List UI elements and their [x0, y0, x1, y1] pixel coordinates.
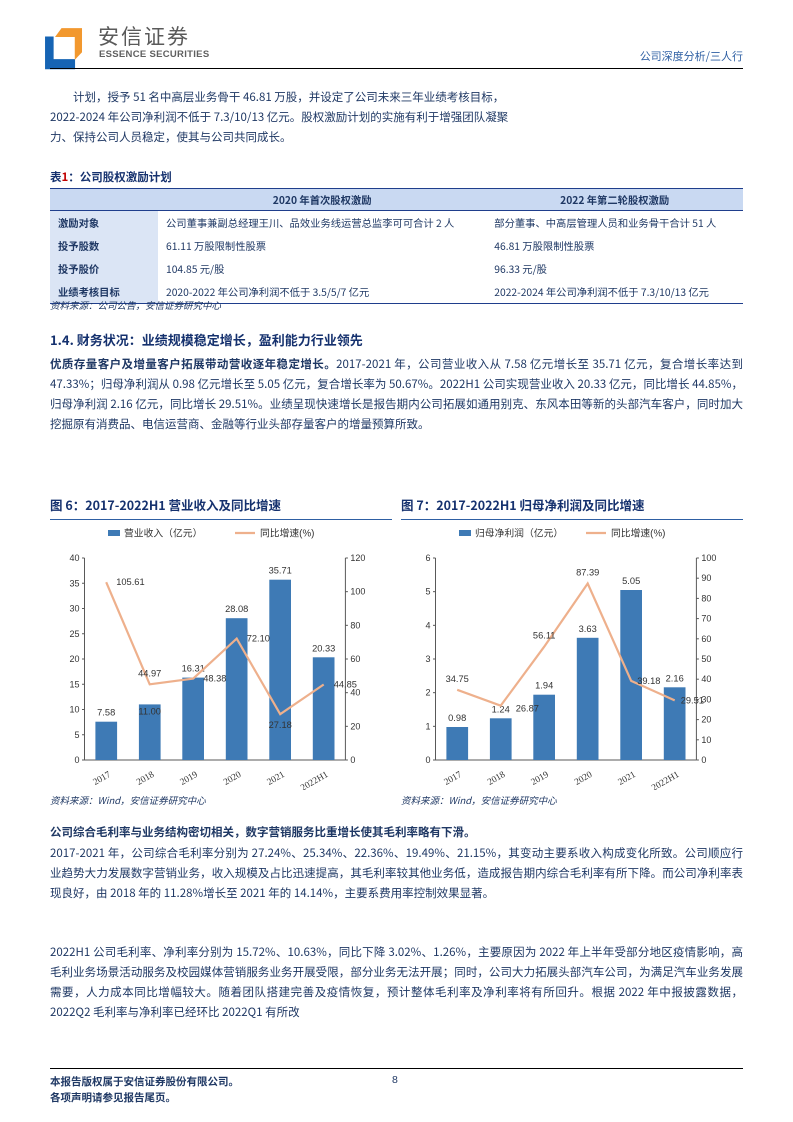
svg-text:30: 30: [69, 604, 79, 614]
svg-text:2.16: 2.16: [666, 673, 684, 683]
svg-text:5: 5: [74, 730, 79, 740]
svg-text:3.63: 3.63: [579, 624, 597, 634]
svg-text:1.94: 1.94: [535, 681, 553, 691]
svg-text:26.87: 26.87: [516, 704, 539, 714]
svg-text:80: 80: [701, 593, 711, 603]
svg-text:0: 0: [74, 755, 79, 765]
svg-text:60: 60: [701, 634, 711, 644]
svg-text:20.33: 20.33: [312, 643, 335, 653]
svg-text:60: 60: [350, 654, 360, 664]
svg-text:100: 100: [350, 587, 365, 597]
svg-text:87.39: 87.39: [576, 568, 599, 578]
svg-text:2017: 2017: [92, 770, 113, 788]
svg-text:2020: 2020: [573, 770, 594, 788]
svg-text:营业收入（亿元）: 营业收入（亿元）: [124, 527, 202, 540]
svg-text:100: 100: [701, 553, 716, 563]
svg-text:50: 50: [701, 654, 711, 664]
svg-text:3: 3: [425, 654, 430, 664]
svg-text:11.00: 11.00: [138, 706, 161, 716]
svg-text:20: 20: [350, 721, 360, 731]
svg-text:72.10: 72.10: [247, 634, 270, 644]
svg-text:2018: 2018: [486, 770, 507, 788]
svg-text:2018: 2018: [135, 770, 156, 788]
svg-text:0: 0: [425, 755, 430, 765]
svg-text:7.58: 7.58: [97, 708, 115, 718]
svg-text:0.98: 0.98: [448, 713, 466, 723]
svg-text:6: 6: [425, 553, 430, 563]
svg-text:120: 120: [350, 553, 365, 563]
svg-text:56.11: 56.11: [533, 631, 556, 641]
svg-text:4: 4: [425, 620, 430, 630]
svg-text:2021: 2021: [617, 770, 638, 788]
svg-text:10: 10: [701, 735, 711, 745]
svg-text:35: 35: [69, 578, 79, 588]
svg-text:28.08: 28.08: [225, 604, 248, 614]
svg-text:27.18: 27.18: [269, 720, 292, 730]
svg-text:70: 70: [701, 614, 711, 624]
svg-text:同比增速(%): 同比增速(%): [611, 527, 665, 540]
svg-text:归母净利润（亿元）: 归母净利润（亿元）: [475, 527, 563, 540]
svg-text:2: 2: [425, 688, 430, 698]
svg-text:2021: 2021: [266, 770, 287, 788]
svg-text:20: 20: [69, 654, 79, 664]
svg-text:5: 5: [425, 587, 430, 597]
svg-text:1: 1: [425, 721, 430, 731]
svg-text:39.18: 39.18: [637, 676, 660, 686]
svg-text:5.05: 5.05: [622, 576, 640, 586]
svg-text:10: 10: [69, 705, 79, 715]
svg-text:90: 90: [701, 573, 711, 583]
svg-text:29.51: 29.51: [681, 695, 704, 705]
svg-text:25: 25: [69, 629, 79, 639]
svg-text:2019: 2019: [179, 770, 200, 788]
svg-text:15: 15: [69, 679, 79, 689]
svg-text:0: 0: [350, 755, 355, 765]
svg-text:40: 40: [701, 674, 711, 684]
svg-text:2022H1: 2022H1: [299, 770, 330, 790]
svg-text:同比增速(%): 同比增速(%): [260, 527, 314, 540]
svg-text:0: 0: [701, 755, 706, 765]
svg-text:2017: 2017: [443, 770, 464, 788]
svg-text:105.61: 105.61: [116, 577, 144, 587]
svg-text:48.38: 48.38: [203, 674, 226, 684]
svg-text:35.71: 35.71: [269, 566, 292, 576]
svg-text:44.85: 44.85: [334, 680, 357, 690]
svg-text:2019: 2019: [530, 770, 551, 788]
svg-text:2020: 2020: [222, 770, 243, 788]
svg-text:44.97: 44.97: [138, 668, 161, 678]
svg-text:2022H1: 2022H1: [650, 770, 681, 790]
svg-text:34.75: 34.75: [446, 674, 469, 684]
svg-text:40: 40: [69, 553, 79, 563]
svg-text:80: 80: [350, 620, 360, 630]
svg-text:20: 20: [701, 715, 711, 725]
